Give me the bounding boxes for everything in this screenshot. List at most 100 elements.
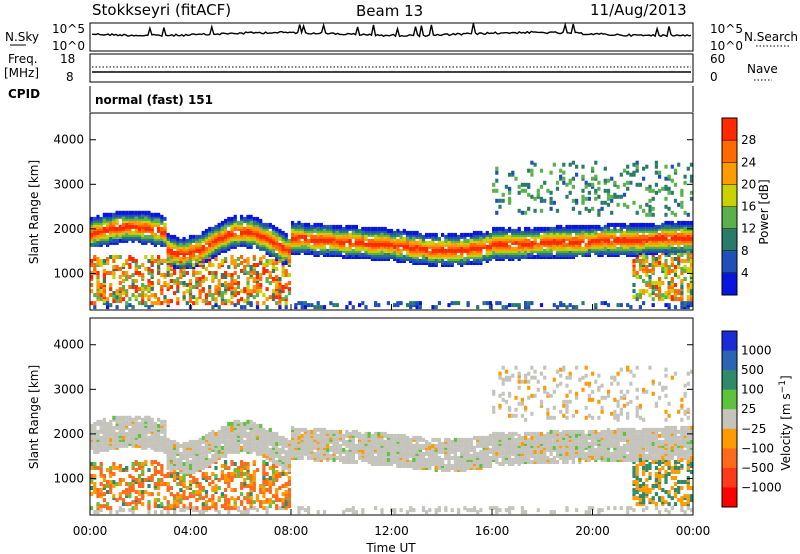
range-gate-cell [370,251,374,255]
range-gate-cell [249,435,253,440]
range-gate-cell [112,480,116,484]
colorbar-swatch [722,162,737,185]
range-gate-cell [137,287,142,292]
range-gate-cell [281,498,285,503]
range-gate-cell [271,453,276,458]
range-gate-cell [654,170,658,175]
range-gate-cell [185,271,189,275]
range-gate-cell [185,456,189,460]
range-gate-cell [106,257,110,261]
range-gate-cell [316,305,320,310]
range-gate-cell [488,244,493,249]
range-gate-cell [125,271,129,275]
range-gate-cell [141,478,145,482]
range-gate-cell [539,208,544,213]
range-gate-cell [192,263,196,267]
range-gate-cell [217,449,221,454]
range-gate-cell [303,508,307,513]
date-title: 11/Aug/2013 [590,1,687,19]
range-gate-cell [249,482,253,486]
range-gate-cell [233,271,237,275]
range-gate-cell [648,269,652,273]
range-gate-cell [310,456,314,460]
range-gate-cell [249,289,253,294]
range-gate-cell [616,222,620,227]
range-gate-cell [166,506,170,511]
range-gate-cell [93,510,97,515]
range-gate-cell [498,230,502,235]
range-gate-cell [93,435,97,440]
range-gate-cell [284,456,288,460]
range-gate-cell [412,240,416,245]
range-gate-cell [259,484,263,488]
range-gate-cell [297,234,301,239]
range-gate-cell [469,261,473,265]
range-gate-cell [638,305,642,310]
range-gate-cell [645,273,649,277]
range-gate-cell [581,164,585,169]
range-gate-cell [351,230,355,235]
range-gate-cell [552,162,556,167]
range-gate-cell [217,283,221,287]
range-gate-cell [386,253,390,257]
range-gate-cell [240,482,244,486]
range-gate-cell [626,303,630,308]
colorbar-tick-label: 24 [741,155,756,169]
range-gate-cell [195,466,199,470]
range-gate-cell [208,476,212,480]
range-gate-cell [233,259,237,263]
range-gate-cell [329,453,333,458]
range-gate-cell [204,456,209,460]
range-gate-cell [565,251,569,255]
range-gate-cell [134,460,138,464]
range-gate-cell [96,510,100,515]
range-gate-cell [520,251,524,255]
range-gate-cell [236,257,240,261]
range-gate-cell [112,425,116,430]
range-gate-cell [645,242,649,247]
range-gate-cell [173,458,177,462]
nave-label: Nave [747,62,778,76]
range-gate-cell [198,238,202,243]
range-gate-cell [99,472,103,476]
range-gate-cell [160,240,164,245]
range-gate-cell [176,246,180,251]
range-gate-cell [128,415,132,420]
range-gate-cell [613,180,617,185]
range-gate-cell [134,285,138,289]
range-gate-cell [137,482,142,486]
range-gate-cell [208,458,212,462]
range-gate-cell [157,443,161,448]
range-gate-cell [524,305,528,310]
range-gate-cell [638,293,642,298]
range-gate-cell [287,458,291,462]
range-gate-cell [431,236,435,241]
range-gate-cell [600,240,604,245]
range-gate-cell [173,439,177,444]
range-gate-cell [236,421,240,426]
range-gate-cell [651,222,655,227]
range-gate-cell [383,253,387,257]
range-gate-cell [377,226,381,231]
range-gate-cell [169,273,173,277]
range-gate-cell [380,242,384,247]
range-gate-cell [533,244,537,249]
range-gate-cell [144,222,148,227]
range-gate-cell [686,212,690,217]
range-gate-cell [278,456,282,460]
range-gate-cell [262,267,266,271]
range-gate-cell [603,232,607,237]
range-gate-cell [118,238,122,243]
range-gate-cell [252,255,256,259]
range-gate-cell [469,238,473,243]
range-gate-cell [259,257,263,261]
range-gate-cell [147,510,151,515]
range-gate-cell [559,224,563,229]
range-gate-cell [153,259,157,263]
range-gate-cell [278,242,282,247]
range-gate-cell [128,421,132,426]
range-gate-cell [520,188,524,193]
range-gate-cell [166,472,170,476]
range-gate-cell [594,303,598,308]
range-gate-cell [243,421,247,426]
